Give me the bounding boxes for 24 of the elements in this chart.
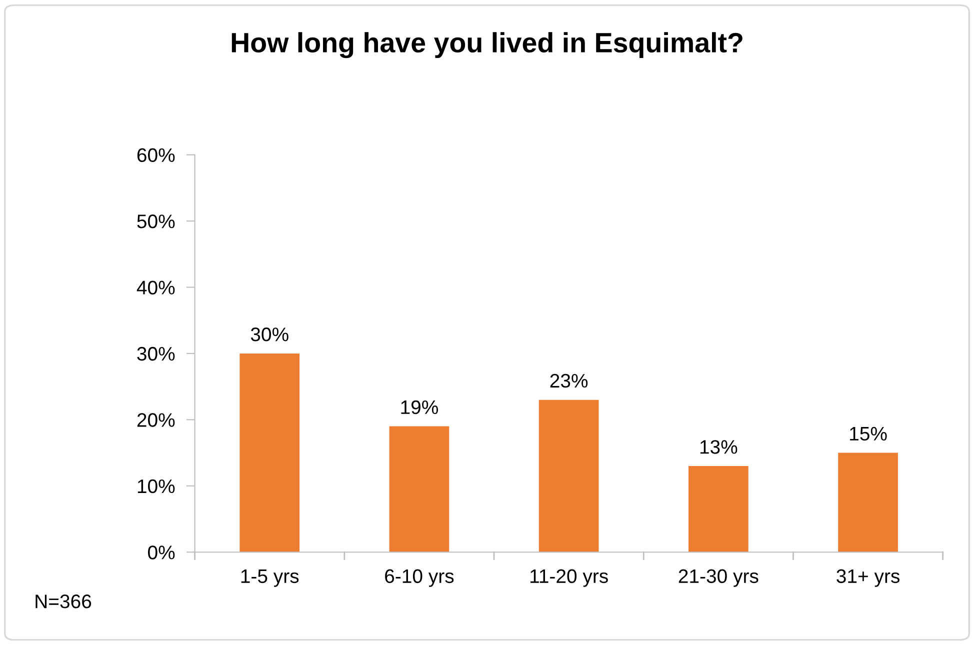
x-tick-label: 21-30 yrs (678, 569, 758, 587)
y-tick-label: 40% (136, 280, 175, 294)
y-tick-label: 30% (137, 346, 175, 361)
x-tick-label: 6-10 yrs (385, 569, 454, 587)
data-label: 15% (850, 426, 887, 441)
bar (688, 466, 748, 552)
data-label: 23% (550, 374, 588, 388)
text: N=366 (36, 594, 92, 608)
bar (538, 400, 599, 552)
bar (838, 452, 898, 552)
data-label: 30% (250, 328, 288, 342)
bar (389, 426, 450, 552)
y-tick-label: 10% (138, 479, 175, 494)
y-tick-label: 0% (148, 546, 175, 560)
y-tick-label: 60% (137, 148, 175, 162)
x-tick-label: 11-20 yrs (530, 569, 608, 587)
y-tick-label: 50% (137, 214, 175, 228)
bar (240, 353, 300, 552)
x-tick-label: 31+ yrs (836, 569, 900, 587)
data-label: 13% (700, 440, 738, 454)
data-label: 19% (401, 400, 438, 414)
x-tick-label: 1-5 yrs (241, 570, 299, 587)
chart-title: How long have you lived in Esquimalt? (232, 32, 742, 58)
y-tick-label: 20% (137, 413, 175, 427)
